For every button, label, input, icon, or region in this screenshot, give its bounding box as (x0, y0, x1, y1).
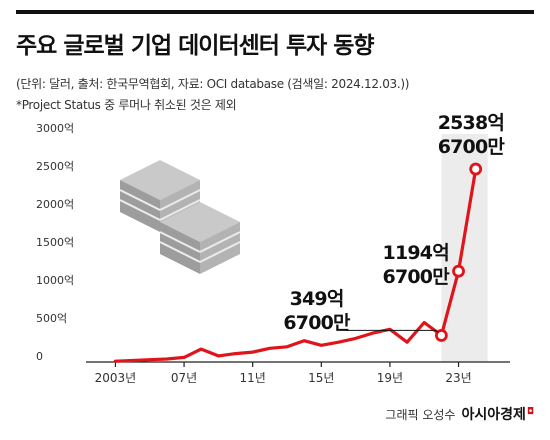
data-point (434, 329, 448, 342)
data-label-value: 1194억 (382, 242, 450, 265)
source-note: (단위: 달러, 출처: 한국무역협회, 자료: OCI database (검… (16, 77, 410, 91)
data-label-value: 2538억 (437, 112, 505, 135)
y-tick-label: 1500억 (36, 236, 74, 249)
x-tick-label: 2003년 (95, 371, 137, 385)
data-point (452, 264, 465, 278)
stacked-servers-icon (119, 160, 241, 274)
credit-text: 그래픽 오성수 (385, 408, 456, 422)
y-tick-label: 1000억 (36, 274, 74, 287)
y-tick-label: 2500억 (36, 160, 74, 173)
leader-line (345, 329, 439, 333)
publisher-logo: 아시아경제 (461, 407, 526, 423)
data-label-value: 349억 (289, 288, 345, 311)
data-label-value: 6700만 (437, 136, 505, 159)
series-line (113, 167, 478, 363)
data-label-value: 6700만 (283, 312, 350, 335)
credit: 그래픽 오성수 아시아경제◘ (385, 404, 534, 424)
y-tick-label: 2000억 (36, 198, 74, 211)
data-label: 349억 6700만 (283, 287, 350, 335)
footnote: *Project Status 중 루머나 취소된 것은 제외 (16, 98, 237, 112)
x-tick-label: 23년 (445, 371, 471, 385)
data-label: 1194억 6700만 (382, 241, 450, 289)
y-tick-label: 500억 (36, 312, 67, 325)
data-point (469, 162, 483, 176)
data-label: 2538억 6700만 (437, 111, 505, 159)
y-tick-label: 0 (36, 350, 43, 363)
x-tick-label: 19년 (377, 371, 403, 385)
chart-title: 주요 글로벌 기업 데이터센터 투자 동향 (16, 33, 375, 59)
top-rule (16, 10, 534, 14)
data-label-value: 6700만 (382, 266, 450, 289)
publisher-mark-icon: ◘ (526, 407, 534, 417)
x-tick-label: 15년 (308, 371, 334, 385)
x-tick-label: 07년 (171, 371, 197, 385)
y-tick-label: 3000억 (36, 122, 74, 135)
x-tick-label: 11년 (240, 371, 266, 385)
